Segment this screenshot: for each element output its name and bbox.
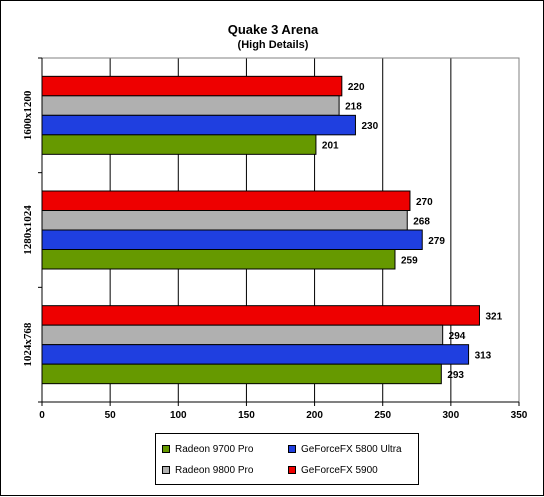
chart-subtitle: (High Details) — [238, 39, 309, 51]
data-label: 313 — [475, 350, 492, 361]
bar — [41, 249, 396, 270]
data-label: 220 — [348, 82, 365, 93]
x-tick-label: 300 — [443, 410, 460, 421]
bar — [41, 363, 442, 385]
bar — [41, 95, 340, 116]
data-label: 268 — [413, 216, 430, 227]
plot-area: 220 218 230 201 1600x1200 270 268 279 259 1280x10… — [22, 57, 528, 421]
bar — [41, 210, 408, 231]
legend-swatch — [288, 445, 296, 453]
data-label: 259 — [401, 255, 418, 266]
legend: Radeon 9700 Pro GeForceFX 5800 Ultra Radeo… — [155, 433, 419, 485]
bar — [41, 190, 411, 211]
legend-item: GeForceFX 5900 — [288, 463, 378, 477]
x-tick-label: 0 — [39, 410, 45, 421]
legend-label: Radeon 9800 Pro — [175, 464, 254, 476]
bar — [41, 305, 480, 326]
data-label: 218 — [345, 102, 362, 113]
bar — [41, 229, 423, 250]
legend-label: GeForceFX 5900 — [301, 464, 378, 476]
legend-item: Radeon 9800 Pro — [162, 463, 253, 477]
legend-swatch — [288, 466, 296, 474]
data-label: 201 — [322, 141, 339, 152]
x-tick-label: 200 — [306, 410, 323, 421]
legend-swatch — [162, 466, 170, 474]
data-label: 293 — [447, 370, 464, 381]
category-label: 1024x768 — [22, 322, 34, 367]
category-label: 1280x1024 — [22, 205, 34, 255]
legend-label: Radeon 9700 Pro — [175, 443, 254, 455]
x-tick-label: 150 — [238, 410, 255, 421]
x-tick-label: 350 — [511, 410, 528, 421]
bar — [41, 344, 470, 365]
bar — [41, 134, 317, 155]
data-label: 321 — [485, 311, 502, 322]
legend-swatch — [162, 445, 170, 453]
data-label: 294 — [449, 331, 466, 342]
category-label: 1600x1200 — [22, 90, 34, 140]
x-tick-label: 50 — [105, 410, 117, 421]
data-label: 279 — [428, 236, 445, 247]
x-tick-label: 100 — [170, 410, 187, 421]
data-label: 270 — [416, 197, 433, 208]
bar — [41, 324, 444, 346]
bar — [41, 114, 356, 136]
legend-item: Radeon 9700 Pro — [162, 442, 253, 456]
x-tick-label: 250 — [374, 410, 391, 421]
legend-item: GeForceFX 5800 Ultra — [288, 442, 402, 456]
chart-title: Quake 3 Arena — [228, 22, 319, 37]
bar — [41, 75, 343, 97]
data-label: 230 — [361, 121, 378, 132]
legend-label: GeForceFX 5800 Ultra — [301, 443, 402, 455]
